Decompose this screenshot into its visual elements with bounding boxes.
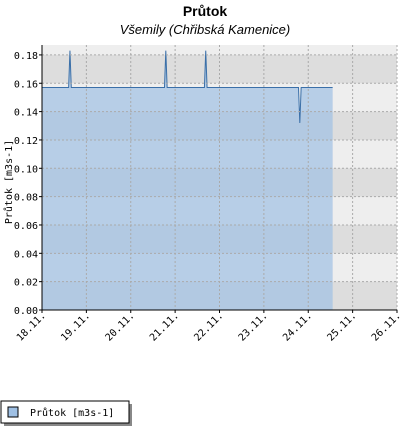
line: [42, 50, 333, 123]
y-tick-label: 0.14: [14, 108, 38, 119]
y-tick-label: 0.16: [14, 79, 38, 90]
y-tick-label: 0.10: [14, 164, 38, 175]
y-axis-label: Průtok [m3s-1]: [3, 140, 15, 224]
x-tick-label: 20.11.: [104, 310, 137, 343]
legend-swatch: [7, 406, 19, 418]
y-tick-label: 0.12: [14, 136, 38, 147]
x-tick-label: 22.11.: [192, 310, 225, 343]
legend-box: [0, 400, 130, 424]
y-tick-label: 0.06: [14, 221, 38, 232]
x-tick-label: 23.11.: [237, 310, 270, 343]
y-tick-label: 0.04: [14, 249, 38, 260]
x-tick-label: 21.11.: [148, 310, 181, 343]
x-tick-label: 26.11.: [370, 310, 400, 343]
x-tick-label: 24.11.: [281, 310, 314, 343]
legend-label: Průtok [m3s-1]: [30, 407, 114, 419]
x-tick-label: 25.11.: [325, 310, 358, 343]
y-tick-label: 0.00: [14, 306, 38, 317]
area: [42, 50, 333, 310]
chart-title: Průtok: [183, 3, 228, 19]
y-tick-label: 0.08: [14, 193, 38, 204]
chart-subtitle: Všemily (Chřibská Kamenice): [120, 22, 291, 37]
x-tick-label: 19.11.: [59, 310, 92, 343]
y-tick-label: 0.18: [14, 51, 38, 62]
y-tick-label: 0.02: [14, 278, 38, 289]
